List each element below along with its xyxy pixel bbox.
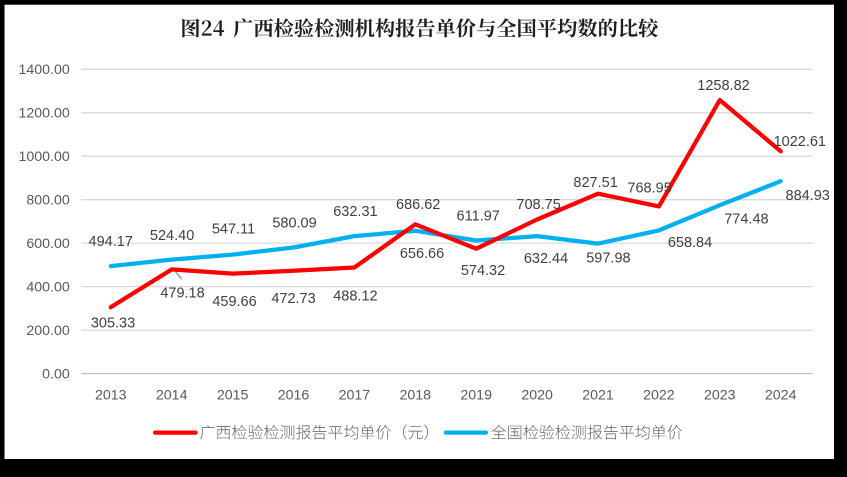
svg-text:2022: 2022 xyxy=(643,388,675,404)
svg-text:708.75: 708.75 xyxy=(516,197,560,213)
svg-text:600.00: 600.00 xyxy=(26,236,70,252)
svg-text:597.98: 597.98 xyxy=(586,251,630,267)
svg-text:686.62: 686.62 xyxy=(396,197,440,213)
svg-text:1022.61: 1022.61 xyxy=(774,134,826,150)
svg-text:2021: 2021 xyxy=(582,388,614,404)
svg-text:2014: 2014 xyxy=(156,388,188,404)
svg-text:632.31: 632.31 xyxy=(333,204,377,220)
svg-text:2024: 2024 xyxy=(765,388,797,404)
svg-text:1200.00: 1200.00 xyxy=(19,106,70,122)
svg-text:774.48: 774.48 xyxy=(724,212,768,228)
svg-text:827.51: 827.51 xyxy=(573,175,617,191)
svg-text:656.66: 656.66 xyxy=(400,246,444,262)
svg-text:305.33: 305.33 xyxy=(91,316,135,332)
svg-text:459.66: 459.66 xyxy=(212,294,256,310)
svg-text:2018: 2018 xyxy=(400,388,432,404)
svg-text:479.18: 479.18 xyxy=(160,285,204,301)
svg-text:800.00: 800.00 xyxy=(26,193,70,209)
svg-text:2017: 2017 xyxy=(339,388,371,404)
svg-text:524.40: 524.40 xyxy=(150,228,194,244)
svg-text:0.00: 0.00 xyxy=(42,366,70,382)
svg-text:884.93: 884.93 xyxy=(786,188,830,204)
svg-text:611.97: 611.97 xyxy=(457,209,500,225)
svg-text:547.11: 547.11 xyxy=(212,221,255,237)
svg-text:2015: 2015 xyxy=(217,388,249,404)
svg-text:400.00: 400.00 xyxy=(26,280,70,296)
svg-text:1000.00: 1000.00 xyxy=(19,149,70,165)
svg-text:2019: 2019 xyxy=(460,388,492,404)
svg-text:768.95: 768.95 xyxy=(627,181,671,197)
svg-text:488.12: 488.12 xyxy=(333,288,377,304)
svg-text:1258.82: 1258.82 xyxy=(697,78,749,94)
svg-text:472.73: 472.73 xyxy=(271,291,315,307)
svg-text:200.00: 200.00 xyxy=(26,323,70,339)
svg-text:2016: 2016 xyxy=(278,388,310,404)
svg-text:658.84: 658.84 xyxy=(668,235,712,251)
svg-text:1400.00: 1400.00 xyxy=(19,62,70,78)
svg-text:2023: 2023 xyxy=(704,388,736,404)
svg-text:580.09: 580.09 xyxy=(272,215,316,231)
svg-text:632.44: 632.44 xyxy=(524,251,568,267)
svg-text:2020: 2020 xyxy=(521,388,553,404)
svg-text:2013: 2013 xyxy=(95,388,127,404)
svg-text:494.17: 494.17 xyxy=(89,234,133,250)
svg-text:574.32: 574.32 xyxy=(461,263,505,279)
